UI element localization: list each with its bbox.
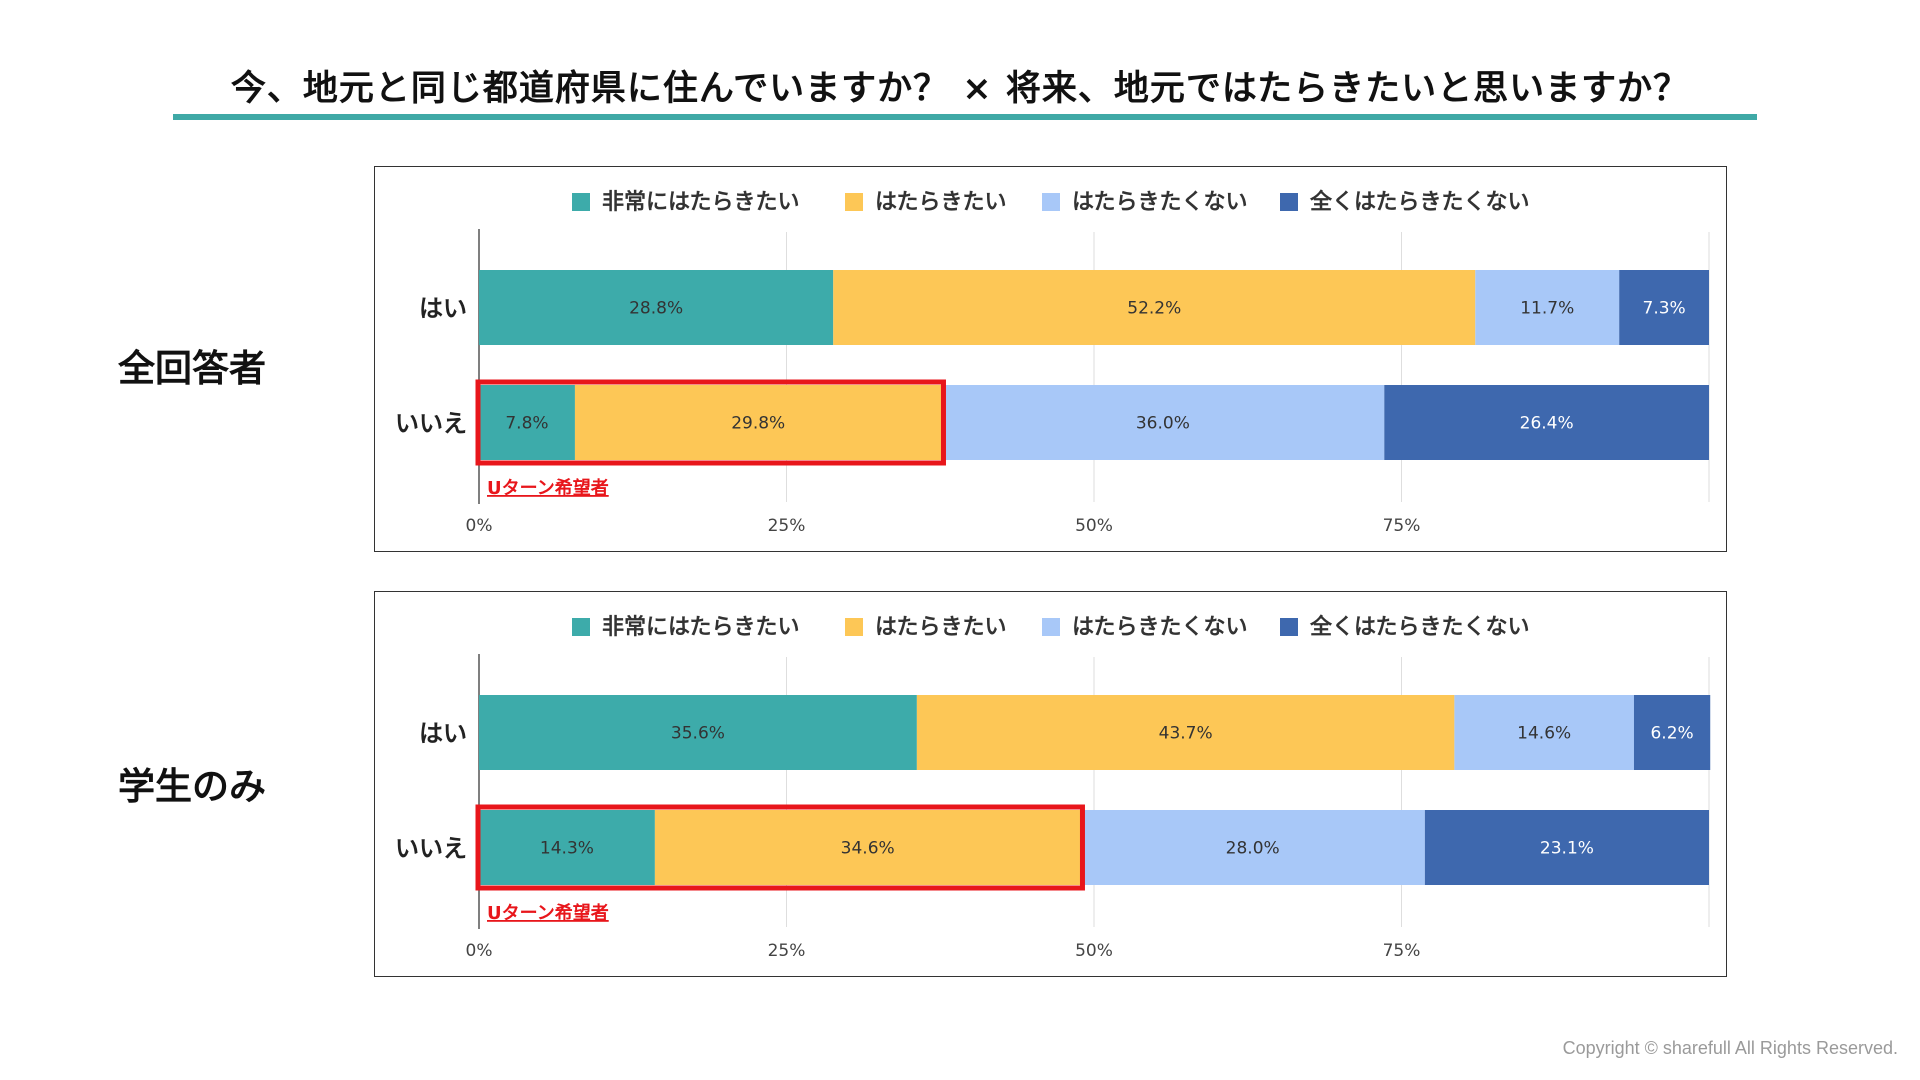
stacked-bar-chart-all-respondents: 非常にはたらきたい はたらきたい はたらきたくない 全くはたらきたくない 0% 25% 50… bbox=[395, 189, 1710, 536]
data-label: 26.4% bbox=[1520, 414, 1574, 434]
bar-segment bbox=[941, 385, 1385, 460]
chart-panel-students-only: 非常にはたらきたい はたらきたい はたらきたくない 全くはたらきたくない 0% 25% 50… bbox=[374, 591, 1727, 977]
x-tick-label-0: 0% bbox=[466, 516, 493, 536]
bar-segment bbox=[1633, 695, 1711, 770]
legend-label-1: 非常にはたらきたい bbox=[602, 189, 800, 215]
legend-label-4: 全くはたらきたくない bbox=[1309, 189, 1530, 215]
category-label-yes: はい bbox=[419, 295, 467, 323]
bar-segment bbox=[479, 270, 834, 345]
annotation-u-turn-label: Uターン希望者 bbox=[487, 477, 609, 499]
group-label-students-only: 学生のみ bbox=[118, 765, 266, 808]
copyright-notice: Copyright © sharefull All Rights Reserve… bbox=[1562, 1038, 1898, 1058]
category-label-no: いいえ bbox=[395, 835, 467, 863]
bar-segment bbox=[479, 385, 575, 460]
data-label: 43.7% bbox=[1159, 724, 1213, 744]
legend-swatch-1 bbox=[572, 618, 590, 636]
x-tick-label-0: 0% bbox=[466, 941, 493, 961]
highlight-box-u-turn bbox=[475, 379, 946, 466]
data-label: 34.6% bbox=[841, 839, 895, 859]
legend-label-2: はたらきたい bbox=[875, 615, 1007, 640]
data-label: 23.1% bbox=[1540, 839, 1594, 859]
category-label-yes: はい bbox=[419, 720, 467, 748]
legend-swatch-4 bbox=[1280, 193, 1298, 211]
x-tick-label-1: 25% bbox=[768, 941, 806, 961]
annotation-u-turn-label: Uターン希望者 bbox=[487, 902, 609, 924]
legend-swatch-1 bbox=[572, 193, 590, 211]
legend-label-1: 非常にはたらきたい bbox=[602, 614, 800, 640]
data-label: 7.3% bbox=[1643, 299, 1686, 319]
data-label: 6.2% bbox=[1650, 724, 1693, 744]
chart-panel-all-respondents: 非常にはたらきたい はたらきたい はたらきたくない 全くはたらきたくない 0% 25% 50… bbox=[374, 166, 1727, 552]
data-label: 29.8% bbox=[731, 414, 785, 434]
highlight-box-u-turn bbox=[475, 804, 1085, 891]
legend-swatch-2 bbox=[845, 193, 863, 211]
legend-label-4: 全くはたらきたくない bbox=[1309, 614, 1530, 640]
data-label: 35.6% bbox=[671, 724, 725, 744]
legend-label-3: はたらきたくない bbox=[1072, 615, 1248, 640]
bar-segment bbox=[1384, 385, 1709, 460]
bar-segment bbox=[833, 270, 1476, 345]
data-label: 28.0% bbox=[1226, 839, 1280, 859]
title-underline bbox=[173, 114, 1757, 120]
bar-segment bbox=[479, 810, 655, 885]
bar-segment bbox=[1454, 695, 1634, 770]
data-label: 36.0% bbox=[1136, 414, 1190, 434]
stacked-bar-chart-students-only: 非常にはたらきたい はたらきたい はたらきたくない 全くはたらきたくない 0% 25% 50… bbox=[395, 614, 1711, 961]
page-title: 今、地元と同じ都道府県に住んでいますか？ × 将来、地元ではたらきたいと思います… bbox=[230, 69, 1690, 109]
x-tick-label-2: 50% bbox=[1075, 941, 1113, 961]
x-tick-label-3: 75% bbox=[1383, 941, 1421, 961]
bar-segment bbox=[479, 695, 917, 770]
data-label: 28.8% bbox=[629, 299, 683, 319]
bar-segment bbox=[1619, 270, 1709, 345]
legend-swatch-3 bbox=[1042, 193, 1060, 211]
legend-label-3: はたらきたくない bbox=[1072, 190, 1248, 215]
bar-segment bbox=[1424, 810, 1709, 885]
data-label: 14.3% bbox=[540, 839, 594, 859]
legend-swatch-2 bbox=[845, 618, 863, 636]
bar-segment bbox=[654, 810, 1081, 885]
group-label-all-respondents: 全回答者 bbox=[118, 347, 266, 390]
bar-segment bbox=[916, 695, 1455, 770]
data-label: 14.6% bbox=[1517, 724, 1571, 744]
x-tick-label-1: 25% bbox=[768, 516, 806, 536]
x-tick-label-2: 50% bbox=[1075, 516, 1113, 536]
legend-swatch-3 bbox=[1042, 618, 1060, 636]
data-label: 7.8% bbox=[505, 414, 548, 434]
bar-segment bbox=[1080, 810, 1425, 885]
bar-segment bbox=[1475, 270, 1620, 345]
data-label: 11.7% bbox=[1520, 299, 1574, 319]
x-tick-label-3: 75% bbox=[1383, 516, 1421, 536]
legend-swatch-4 bbox=[1280, 618, 1298, 636]
bar-segment bbox=[574, 385, 942, 460]
legend-label-2: はたらきたい bbox=[875, 190, 1007, 215]
category-label-no: いいえ bbox=[395, 410, 467, 438]
data-label: 52.2% bbox=[1127, 299, 1181, 319]
